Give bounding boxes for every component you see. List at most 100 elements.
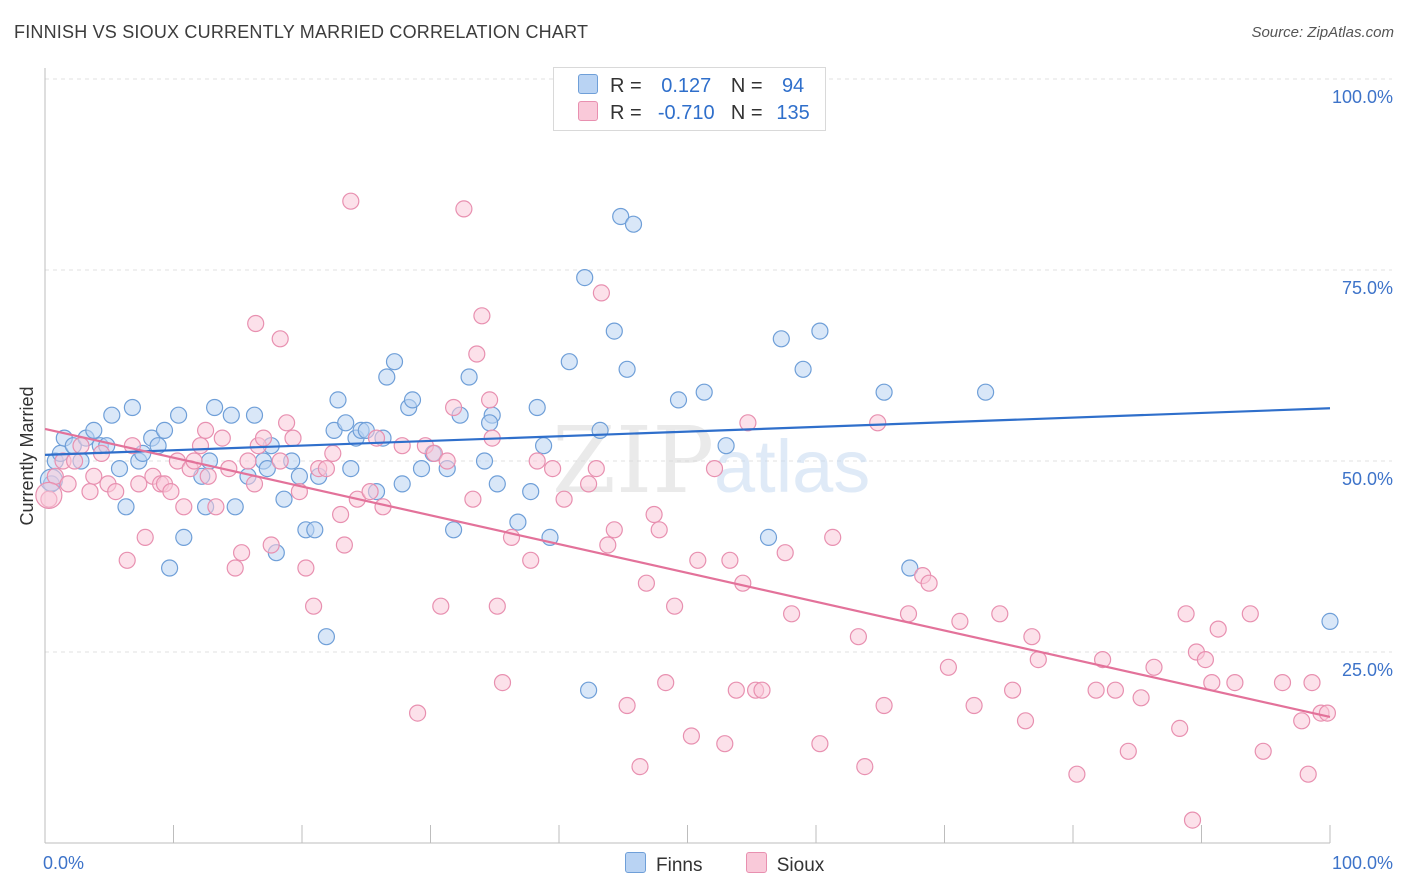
sioux-point <box>409 704 427 722</box>
finns-point <box>759 528 778 547</box>
finns-point <box>306 521 324 539</box>
sioux-point <box>72 437 90 455</box>
legend-item-sioux: Sioux <box>745 852 825 876</box>
series-finns-points <box>39 207 1339 699</box>
sioux-point <box>689 551 707 569</box>
sioux-point <box>335 536 353 554</box>
sioux-legend-swatch <box>745 852 767 873</box>
finns-point <box>794 360 812 378</box>
sioux-point <box>682 727 701 745</box>
sioux-point <box>587 460 605 478</box>
sioux-point <box>342 192 360 210</box>
sioux-point <box>197 421 215 439</box>
sioux-point <box>555 490 573 508</box>
sioux-point <box>305 597 323 615</box>
finns-point <box>275 490 293 508</box>
sioux-point <box>488 597 506 615</box>
sioux-point <box>637 574 656 592</box>
sioux-point <box>1299 765 1317 783</box>
sioux-point <box>875 696 893 715</box>
finns-point <box>378 368 396 386</box>
finns-point <box>170 406 188 424</box>
sioux-point <box>522 551 540 569</box>
finns-point <box>717 437 735 455</box>
sioux-point <box>811 735 829 753</box>
sioux-point <box>233 544 251 562</box>
sioux-point <box>965 696 983 715</box>
sioux-point <box>951 612 969 631</box>
sioux-point <box>1241 605 1259 623</box>
finns-point <box>772 330 790 348</box>
sioux-point <box>1196 650 1215 669</box>
finns-point <box>85 421 103 439</box>
sioux-point <box>920 574 938 592</box>
finns-point <box>875 383 893 401</box>
finns-point <box>385 353 404 371</box>
finns-point <box>161 559 179 577</box>
sioux-point <box>705 460 724 478</box>
sioux-legend-label: Sioux <box>776 855 825 876</box>
watermark-zip: ZIP <box>552 407 714 514</box>
sioux-point <box>1303 673 1321 692</box>
finns-point <box>488 475 506 493</box>
sioux-point <box>118 551 136 569</box>
finns-point <box>1321 612 1339 631</box>
sioux-point <box>543 460 562 478</box>
sioux-point <box>1023 628 1041 646</box>
finns-point <box>155 421 174 439</box>
sioux-point <box>81 483 99 501</box>
finns-point <box>481 414 499 432</box>
sioux-point <box>438 452 456 470</box>
finns-point <box>669 391 688 409</box>
r-label: R = <box>610 75 642 97</box>
sioux-point <box>493 673 512 692</box>
sioux-point <box>650 521 668 539</box>
sioux-point <box>824 528 842 547</box>
sioux-trend-line <box>44 427 1331 719</box>
sioux-point <box>1106 681 1125 699</box>
sioux-point <box>753 681 771 699</box>
sioux-point <box>271 330 289 348</box>
finns-point <box>175 528 193 547</box>
y-tick-label: 75.0% <box>1342 278 1393 298</box>
axes <box>44 68 1331 844</box>
sioux-point <box>130 475 148 493</box>
finns-point <box>403 391 422 409</box>
sioux-point <box>65 452 84 470</box>
sioux-point <box>393 437 411 455</box>
finns-point <box>901 559 919 577</box>
finns-point <box>695 383 713 401</box>
sioux-point <box>445 398 463 417</box>
sioux-point <box>645 505 663 524</box>
sioux-point <box>721 551 739 569</box>
sioux-point <box>782 605 801 623</box>
sioux-point <box>317 460 335 478</box>
sioux-point <box>254 429 273 447</box>
sioux-point <box>1119 742 1137 760</box>
sioux-point <box>1145 658 1163 676</box>
y-tick-label: 25.0% <box>1342 660 1393 680</box>
finns-point <box>624 215 643 233</box>
sioux-point <box>592 284 611 302</box>
sioux-point <box>297 559 315 577</box>
sioux-point <box>605 521 623 539</box>
finns-point <box>445 521 463 539</box>
n-label: N = <box>730 75 763 97</box>
finns-point <box>605 322 623 340</box>
sioux-point <box>191 437 210 455</box>
sioux-point <box>1093 650 1112 669</box>
finns-point <box>258 460 276 478</box>
sioux-point <box>991 605 1009 623</box>
finns-point <box>534 437 553 455</box>
y-axis-label: Currently Married <box>17 386 37 525</box>
sioux-r-value: -0.710 <box>657 102 715 124</box>
sioux-point <box>1171 719 1189 738</box>
finns-point <box>337 414 355 432</box>
finns-legend-label: Finns <box>656 855 703 876</box>
sioux-point <box>226 559 244 577</box>
sioux-point <box>1293 712 1311 730</box>
sioux-point <box>473 307 491 325</box>
sioux-point <box>1183 811 1202 829</box>
x-tick-label: 0.0% <box>43 853 84 873</box>
sioux-point <box>856 757 874 776</box>
